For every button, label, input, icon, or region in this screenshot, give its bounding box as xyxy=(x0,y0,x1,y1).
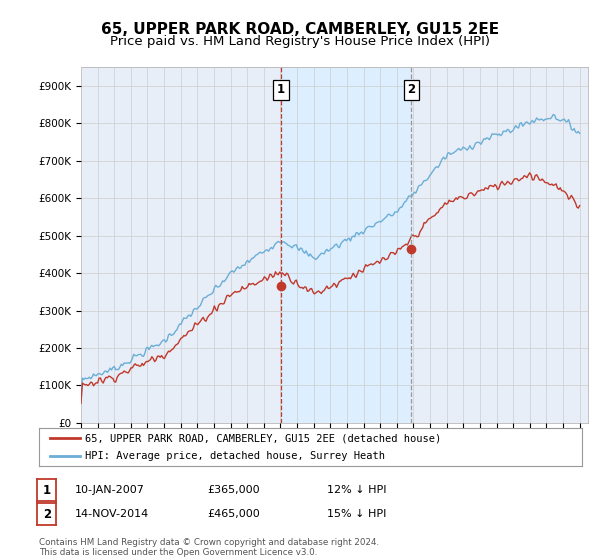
Text: 2: 2 xyxy=(43,507,51,521)
Text: 12% ↓ HPI: 12% ↓ HPI xyxy=(327,485,386,495)
Bar xyxy=(281,67,411,423)
Text: HPI: Average price, detached house, Surrey Heath: HPI: Average price, detached house, Surr… xyxy=(85,451,385,461)
Text: £365,000: £365,000 xyxy=(207,485,260,495)
Text: 2: 2 xyxy=(407,83,415,96)
Text: Contains HM Land Registry data © Crown copyright and database right 2024.
This d: Contains HM Land Registry data © Crown c… xyxy=(39,538,379,557)
Text: Price paid vs. HM Land Registry's House Price Index (HPI): Price paid vs. HM Land Registry's House … xyxy=(110,35,490,48)
Text: 14-NOV-2014: 14-NOV-2014 xyxy=(75,509,149,519)
Text: 65, UPPER PARK ROAD, CAMBERLEY, GU15 2EE: 65, UPPER PARK ROAD, CAMBERLEY, GU15 2EE xyxy=(101,22,499,38)
Text: 1: 1 xyxy=(277,83,285,96)
Text: 65, UPPER PARK ROAD, CAMBERLEY, GU15 2EE (detached house): 65, UPPER PARK ROAD, CAMBERLEY, GU15 2EE… xyxy=(85,433,442,443)
Text: 1: 1 xyxy=(43,483,51,497)
Text: £465,000: £465,000 xyxy=(207,509,260,519)
Text: 10-JAN-2007: 10-JAN-2007 xyxy=(75,485,145,495)
Text: 15% ↓ HPI: 15% ↓ HPI xyxy=(327,509,386,519)
